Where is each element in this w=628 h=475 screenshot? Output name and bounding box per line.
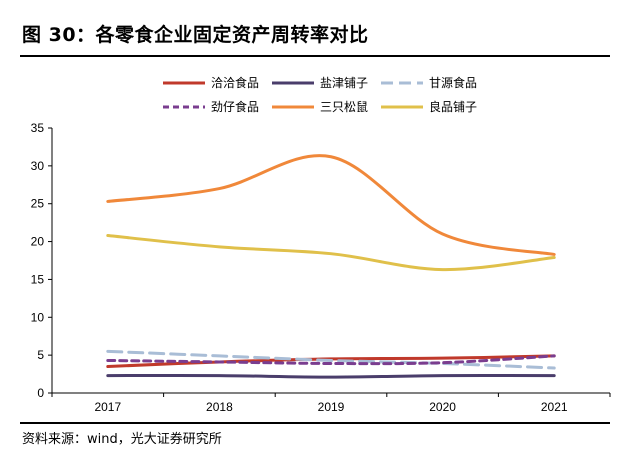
title-divider bbox=[20, 55, 610, 57]
y-axis: 0 5 10 15 20 25 30 35 bbox=[31, 121, 53, 400]
y-tick-label: 30 bbox=[31, 159, 45, 173]
y-tick-label: 20 bbox=[31, 235, 45, 249]
y-tick-label: 35 bbox=[31, 121, 45, 135]
legend-label: 三只松鼠 bbox=[320, 100, 368, 114]
y-tick-label: 0 bbox=[37, 386, 44, 400]
figure-title: 图 30：各零食企业固定资产周转率对比 bbox=[22, 24, 369, 46]
y-tick-label: 5 bbox=[37, 348, 44, 362]
series-line bbox=[106, 154, 556, 256]
x-tick-label: 2021 bbox=[541, 400, 568, 414]
y-tick-label: 10 bbox=[31, 310, 45, 324]
x-tick-label: 2018 bbox=[206, 400, 233, 414]
series-line bbox=[106, 234, 556, 272]
source-note: 资料来源：wind，光大证券研究所 bbox=[22, 432, 222, 447]
series-line bbox=[106, 349, 556, 370]
y-tick-label: 15 bbox=[31, 272, 45, 286]
legend-label: 甘源食品 bbox=[429, 75, 477, 90]
y-tick-label: 25 bbox=[31, 197, 45, 211]
series-line bbox=[106, 354, 556, 368]
series-line bbox=[106, 354, 556, 366]
x-tick-label: 2020 bbox=[429, 400, 456, 414]
x-axis: 2017 2018 2019 2020 2021 bbox=[51, 392, 611, 414]
legend-label: 洽洽食品 bbox=[211, 75, 259, 90]
legend-label: 良品铺子 bbox=[429, 99, 477, 114]
series-line bbox=[106, 373, 556, 379]
x-tick-label: 2019 bbox=[318, 400, 345, 414]
series-lines bbox=[106, 154, 556, 379]
legend-label: 劲仔食品 bbox=[211, 99, 259, 114]
x-tick-label: 2017 bbox=[94, 400, 121, 414]
source-divider bbox=[20, 422, 610, 424]
legend-label: 盐津铺子 bbox=[320, 76, 368, 90]
